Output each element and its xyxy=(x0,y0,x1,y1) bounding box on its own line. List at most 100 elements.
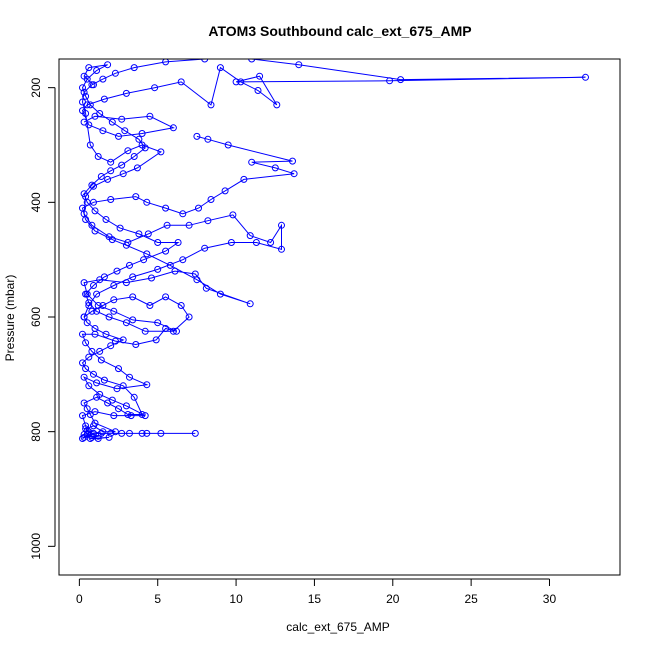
data-point xyxy=(115,365,122,373)
data-point xyxy=(133,164,141,172)
data-point xyxy=(82,339,90,347)
data-point xyxy=(93,67,101,74)
data-point xyxy=(94,153,102,160)
data-point xyxy=(116,224,124,232)
data-point xyxy=(254,87,262,94)
data-point xyxy=(85,121,93,129)
data-point xyxy=(278,221,285,229)
data-point xyxy=(267,239,275,246)
data-point xyxy=(97,356,105,364)
data-point xyxy=(79,435,86,442)
data-point xyxy=(102,330,110,338)
y-axis-label: Pressure (mbar) xyxy=(3,275,17,362)
data-point xyxy=(246,232,254,240)
data-point xyxy=(90,198,97,206)
data-point xyxy=(140,256,148,264)
data-point xyxy=(154,265,162,273)
data-point xyxy=(193,132,201,140)
data-point xyxy=(256,72,264,80)
y-tick-label: 600 xyxy=(29,307,43,327)
data-point xyxy=(119,170,127,178)
data-point xyxy=(79,359,86,367)
data-point xyxy=(138,411,146,418)
data-point xyxy=(232,78,240,86)
data-point xyxy=(82,92,90,100)
data-point xyxy=(207,101,215,109)
data-point xyxy=(105,433,113,441)
data-point xyxy=(94,435,102,442)
data-point xyxy=(99,127,107,135)
data-point xyxy=(91,227,99,235)
data-point xyxy=(90,370,97,378)
data-point xyxy=(138,141,146,149)
data-point xyxy=(96,347,104,355)
data-point xyxy=(143,198,151,206)
data-point xyxy=(93,379,101,387)
data-point xyxy=(90,429,97,437)
data-point xyxy=(132,193,140,201)
data-point xyxy=(107,196,115,203)
x-axis-label: calc_ext_675_AMP xyxy=(286,620,389,634)
data-point xyxy=(91,207,99,215)
data-point xyxy=(248,59,256,63)
series-line-1 xyxy=(81,64,190,438)
data-point xyxy=(80,88,88,96)
data-point xyxy=(122,89,130,97)
data-point xyxy=(113,385,121,393)
data-point xyxy=(216,64,224,72)
x-tick-label: 5 xyxy=(154,592,161,606)
data-point xyxy=(105,313,113,321)
data-point xyxy=(79,412,86,420)
data-point xyxy=(83,405,91,413)
data-point xyxy=(216,290,224,298)
data-point xyxy=(185,221,193,229)
data-point xyxy=(80,373,88,381)
data-point xyxy=(154,319,162,327)
data-point xyxy=(118,115,126,123)
data-point xyxy=(162,293,170,301)
data-point xyxy=(177,78,185,86)
data-point xyxy=(105,233,113,241)
data-point xyxy=(107,158,115,166)
data-point xyxy=(118,429,126,437)
data-point xyxy=(99,75,107,83)
data-point xyxy=(195,204,202,212)
data-point xyxy=(96,276,104,284)
data-point xyxy=(177,302,185,309)
data-point xyxy=(85,382,93,390)
data-point xyxy=(227,239,235,246)
data-point xyxy=(127,412,135,420)
data-point xyxy=(201,59,209,63)
data-point xyxy=(124,411,132,418)
data-point xyxy=(162,204,170,212)
data-point xyxy=(126,429,133,437)
data-point xyxy=(204,217,212,225)
data-point xyxy=(252,239,260,246)
data-point xyxy=(79,84,86,92)
data-point xyxy=(82,193,90,201)
x-tick-label: 30 xyxy=(543,592,557,606)
data-point xyxy=(173,327,180,335)
data-point xyxy=(191,429,199,437)
data-point xyxy=(289,157,296,165)
data-point xyxy=(110,296,118,304)
data-point xyxy=(80,279,88,287)
data-point xyxy=(141,327,149,335)
x-tick-label: 15 xyxy=(308,592,322,606)
data-point xyxy=(246,300,254,308)
data-point xyxy=(111,69,119,77)
data-point xyxy=(79,98,86,106)
data-point xyxy=(99,428,107,436)
data-point xyxy=(229,211,237,219)
data-point xyxy=(144,230,152,238)
data-point xyxy=(97,173,105,180)
data-point xyxy=(111,337,119,345)
data-point xyxy=(82,365,90,373)
data-point xyxy=(108,396,116,404)
data-point xyxy=(83,290,91,298)
data-point xyxy=(86,141,94,149)
data-point xyxy=(91,419,99,427)
data-point xyxy=(162,325,170,332)
